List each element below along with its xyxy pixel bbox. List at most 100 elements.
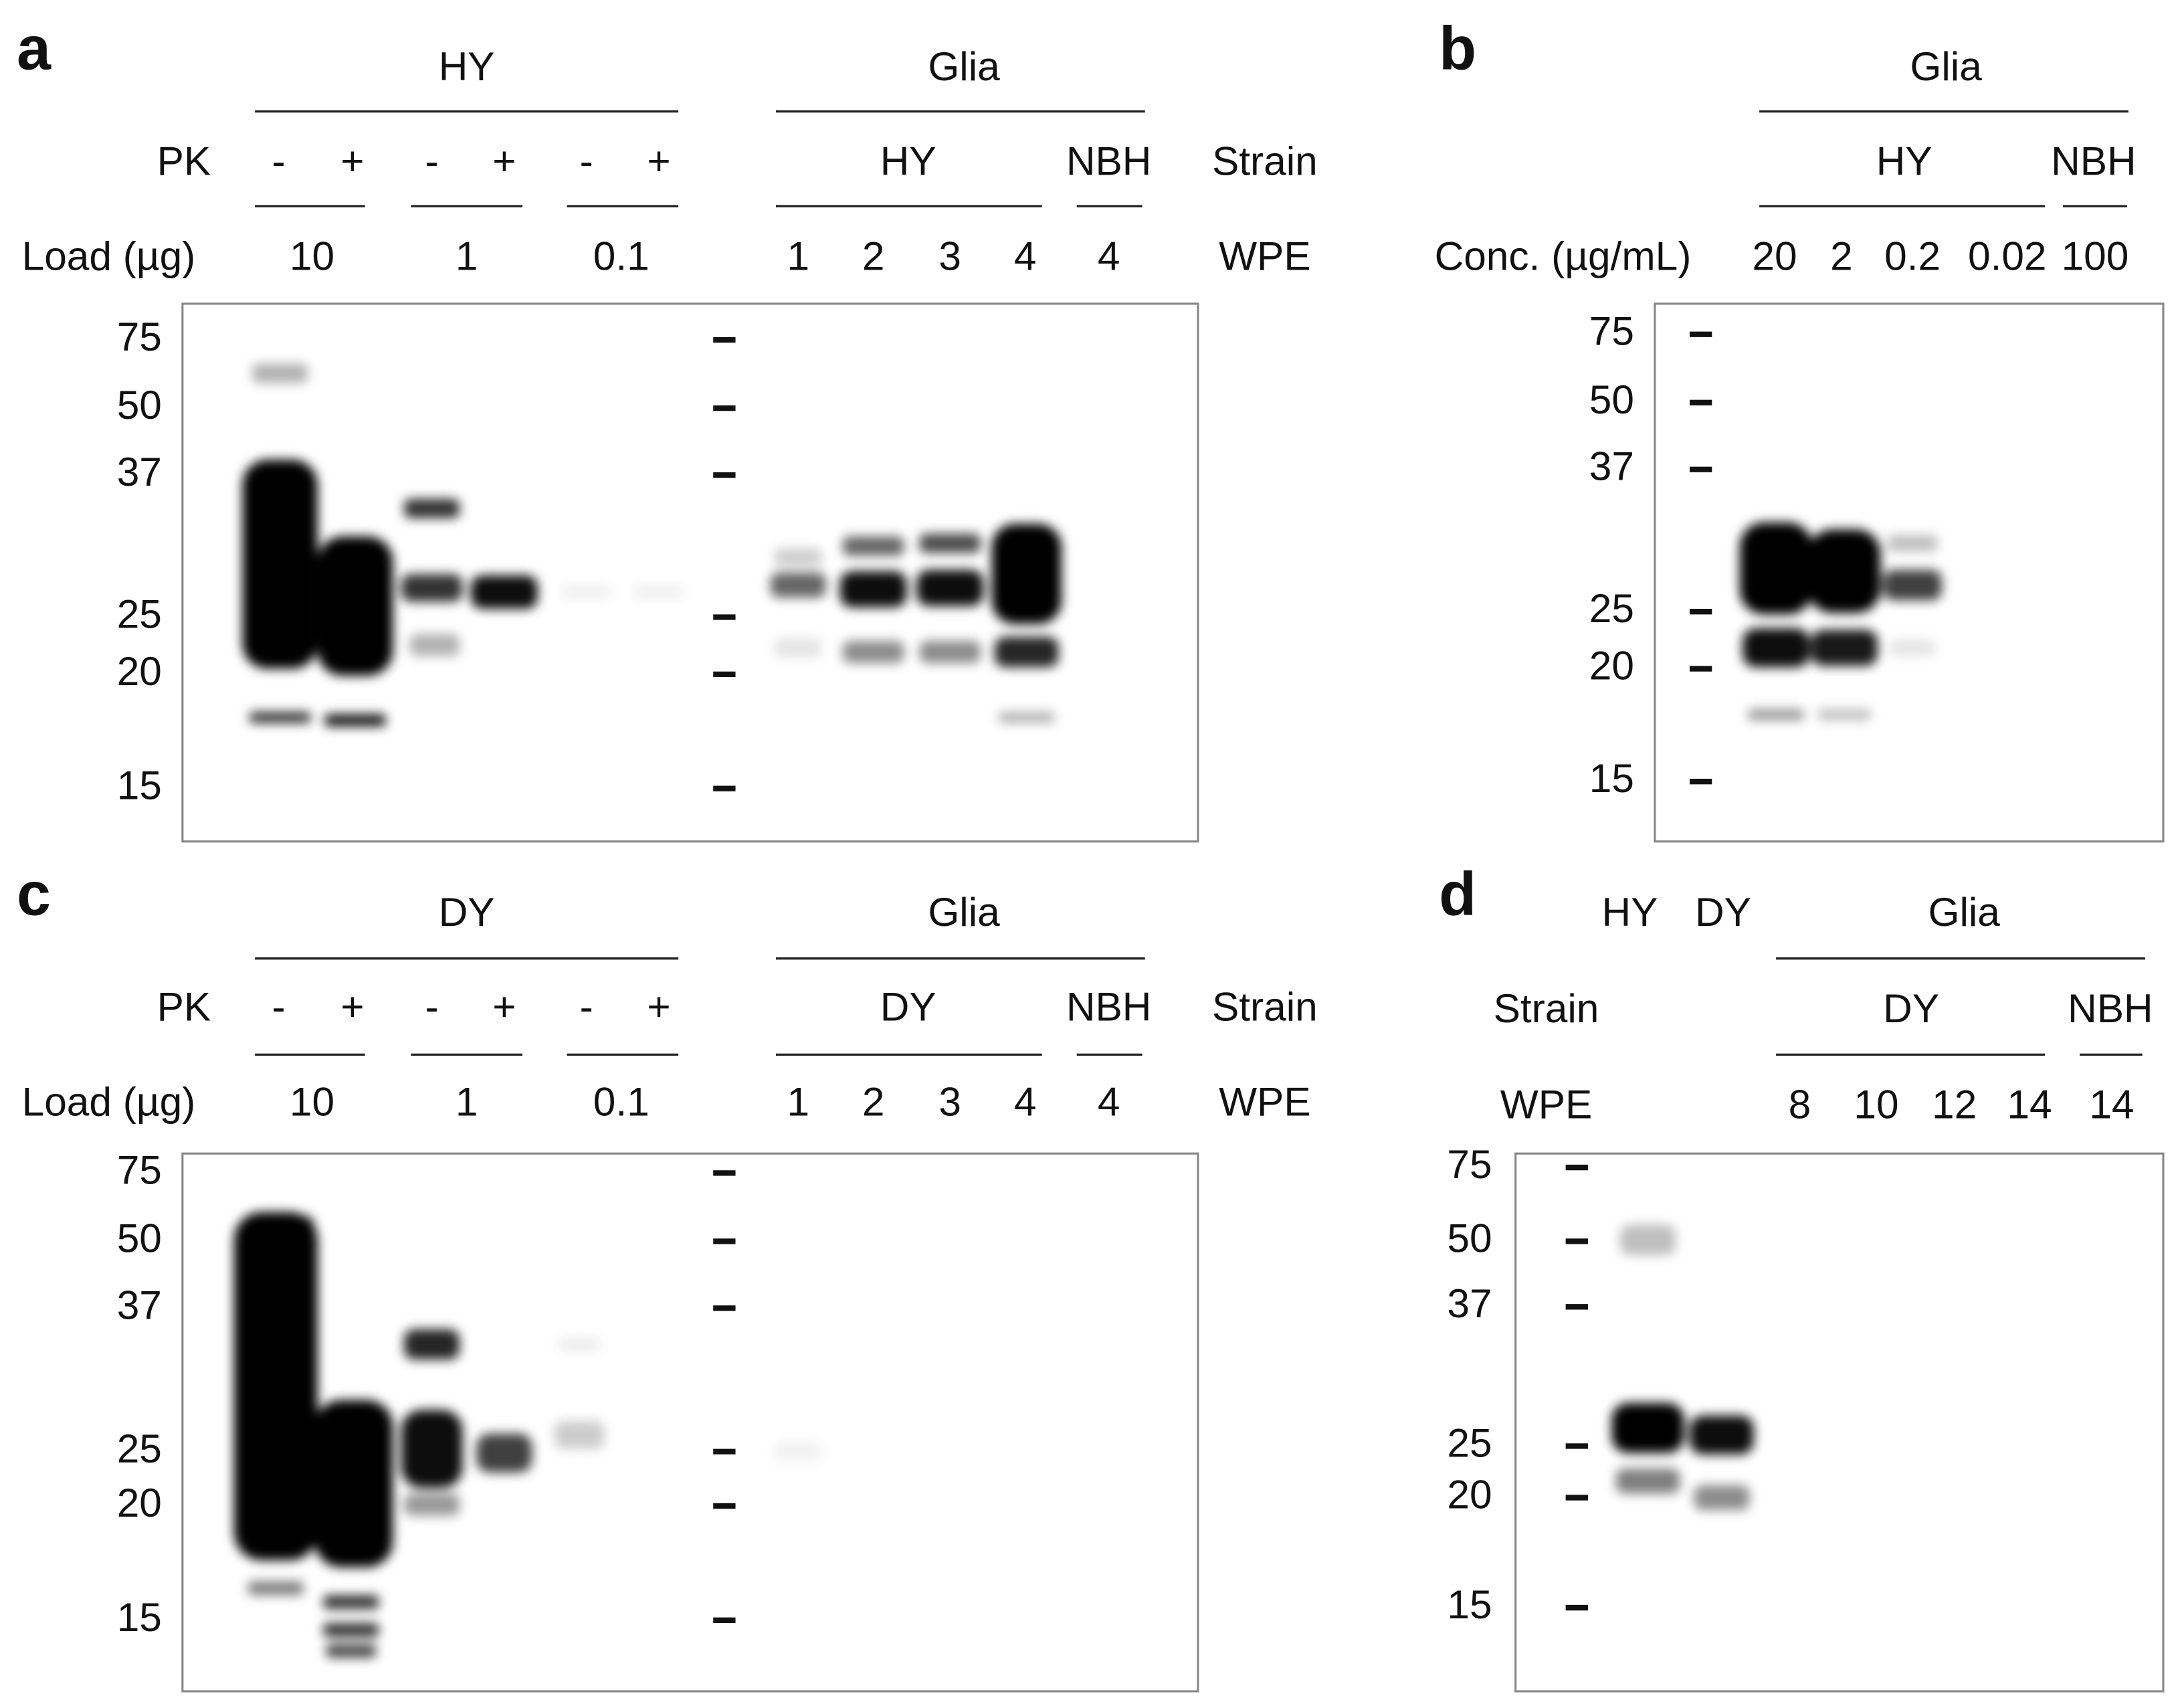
label: + (492, 984, 516, 1030)
label: Load (µg) (22, 233, 196, 278)
label: 20 (117, 648, 162, 694)
label: 1 (787, 1078, 809, 1124)
label: 14 (2007, 1081, 2052, 1127)
band (1743, 628, 1810, 668)
label: 15 (1447, 1582, 1492, 1627)
label: 3 (938, 1078, 961, 1124)
band (919, 533, 981, 553)
label: + (647, 138, 670, 184)
label: Strain (1494, 985, 1599, 1031)
label: 12 (1932, 1081, 1977, 1127)
band (1887, 535, 1938, 552)
band (554, 1421, 605, 1449)
label: 4 (1014, 233, 1037, 278)
label: Glia (1928, 889, 2001, 935)
label: NBH (2051, 138, 2136, 184)
label: 2 (862, 233, 885, 278)
label: Conc. (µg/mL) (1435, 233, 1692, 278)
label: 50 (117, 1215, 162, 1260)
label: 14 (2089, 1081, 2134, 1127)
label: 50 (1447, 1215, 1492, 1260)
label: + (340, 138, 364, 184)
label: 75 (1589, 308, 1634, 354)
band (247, 1581, 304, 1596)
label: 25 (1589, 585, 1634, 631)
band (326, 1644, 377, 1658)
label: 8 (1789, 1081, 1811, 1127)
label: - (580, 984, 593, 1030)
band (919, 640, 981, 664)
label: 100 (2062, 233, 2129, 278)
label: 37 (1447, 1280, 1492, 1326)
label: WPE (1219, 233, 1311, 278)
label: 2 (862, 1078, 885, 1124)
label: PK (157, 984, 211, 1030)
label: 4 (1098, 1078, 1120, 1124)
label: 75 (117, 314, 162, 359)
band (1817, 708, 1871, 721)
label: WPE (1219, 1078, 1311, 1124)
label: HY (880, 138, 936, 184)
label: Glia (928, 43, 1000, 89)
band (916, 569, 984, 606)
label: Strain (1212, 984, 1318, 1030)
label: 15 (1589, 755, 1634, 801)
label: Load (µg) (22, 1078, 196, 1124)
rules (255, 110, 2145, 1056)
label: NBH (2068, 985, 2153, 1031)
band (839, 571, 907, 607)
label: 4 (1098, 233, 1120, 278)
band (242, 460, 318, 669)
band (994, 636, 1059, 668)
label: - (272, 138, 285, 184)
band (403, 498, 460, 518)
label: 25 (117, 591, 162, 636)
band (774, 638, 822, 658)
band (1811, 630, 1878, 666)
band (1807, 529, 1881, 613)
label: 10 (1854, 1081, 1898, 1127)
label: Strain (1212, 138, 1318, 184)
label: HY (439, 43, 495, 89)
label: a (17, 14, 52, 82)
band (770, 572, 826, 598)
label: 2 (1830, 233, 1853, 278)
label: 37 (117, 449, 162, 494)
band (317, 536, 393, 676)
label: - (580, 138, 593, 184)
label: WPE (1500, 1081, 1593, 1127)
band (842, 640, 904, 664)
band (1890, 639, 1935, 656)
label: 10 (290, 1078, 334, 1124)
label: d (1439, 860, 1476, 928)
band (774, 1442, 822, 1462)
band (1694, 1485, 1750, 1511)
label: 15 (117, 1594, 162, 1640)
band (249, 712, 311, 723)
band (401, 573, 463, 602)
band (1748, 708, 1804, 721)
band (470, 575, 538, 609)
label: 75 (117, 1147, 162, 1192)
label: 25 (1447, 1420, 1492, 1465)
band (991, 523, 1062, 624)
label: - (425, 138, 439, 184)
label: 50 (117, 382, 162, 428)
label: 1 (787, 233, 809, 278)
label: PK (157, 138, 211, 184)
label: 75 (1447, 1141, 1492, 1187)
band (233, 1212, 318, 1561)
label: DY (1695, 889, 1751, 935)
bands (233, 363, 1942, 1658)
label: Glia (928, 889, 1000, 935)
label: 25 (117, 1426, 162, 1471)
band (1689, 1415, 1754, 1455)
band (324, 714, 386, 727)
label: 15 (117, 763, 162, 808)
label: DY (1883, 985, 1939, 1031)
band (999, 712, 1055, 723)
label: 50 (1589, 377, 1634, 422)
label: 20 (1589, 642, 1634, 688)
band (243, 1216, 314, 1236)
